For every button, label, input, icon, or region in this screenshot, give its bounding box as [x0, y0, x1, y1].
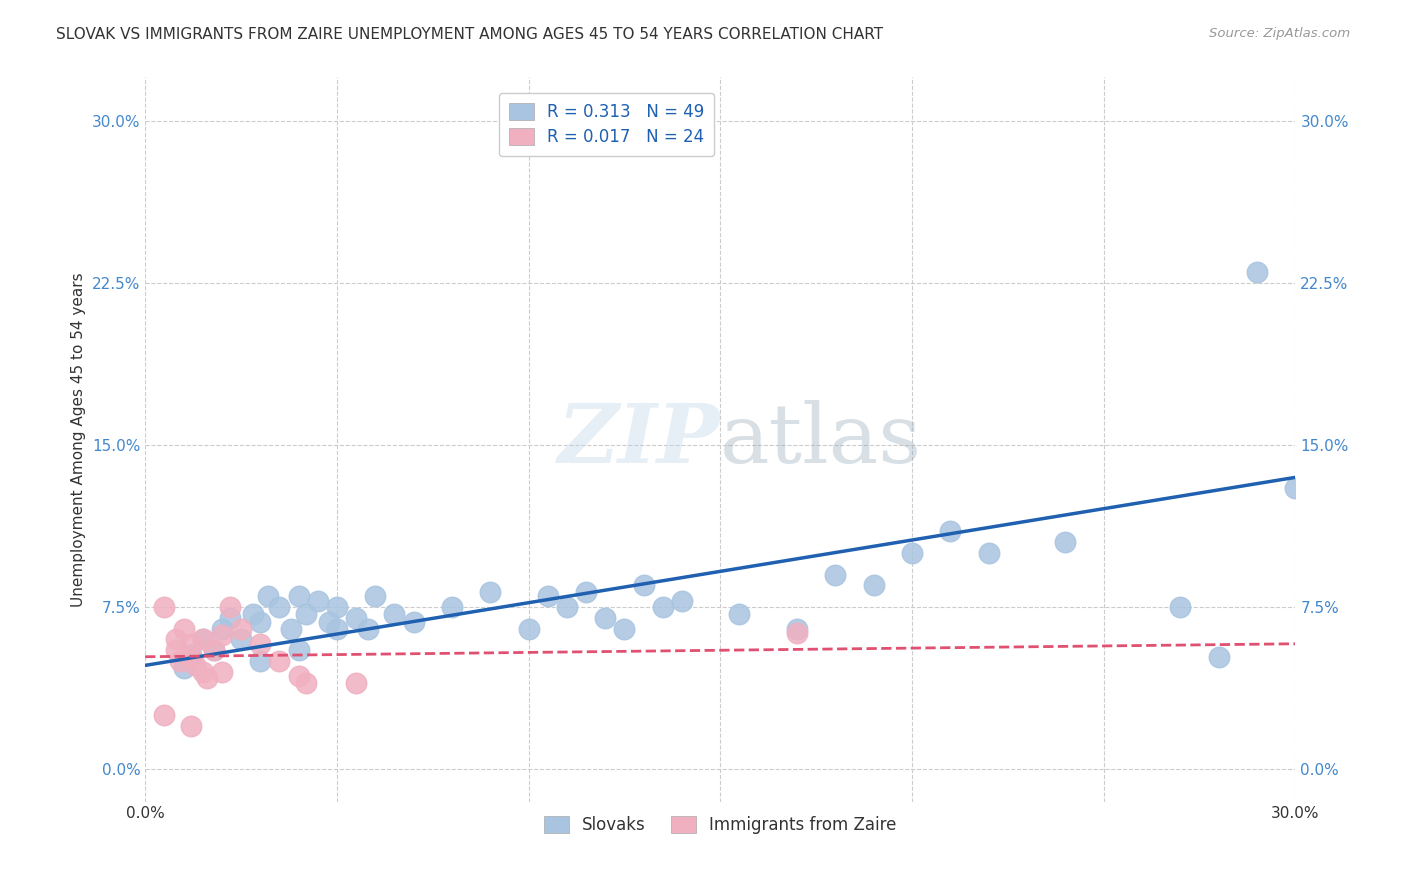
Point	[326, 622, 349, 636]
Point	[173, 622, 195, 636]
Point	[326, 600, 349, 615]
Point	[479, 585, 502, 599]
Point	[633, 578, 655, 592]
Point	[651, 600, 673, 615]
Point	[356, 622, 378, 636]
Point	[1246, 265, 1268, 279]
Point	[191, 632, 214, 647]
Point	[593, 611, 616, 625]
Point	[180, 649, 202, 664]
Point	[344, 675, 367, 690]
Point	[555, 600, 578, 615]
Point	[613, 622, 636, 636]
Point	[295, 607, 318, 621]
Point	[165, 643, 187, 657]
Point	[537, 589, 560, 603]
Point	[180, 719, 202, 733]
Point	[169, 654, 191, 668]
Point	[202, 643, 225, 657]
Point	[249, 637, 271, 651]
Point	[1284, 481, 1306, 495]
Point	[728, 607, 751, 621]
Point	[318, 615, 340, 629]
Point	[153, 708, 176, 723]
Point	[249, 654, 271, 668]
Point	[269, 600, 291, 615]
Point	[344, 611, 367, 625]
Point	[211, 622, 233, 636]
Text: atlas: atlas	[720, 400, 922, 480]
Point	[242, 607, 264, 621]
Point	[202, 643, 225, 657]
Point	[402, 615, 425, 629]
Point	[153, 600, 176, 615]
Point	[977, 546, 1000, 560]
Point	[218, 600, 240, 615]
Point	[191, 632, 214, 647]
Point	[862, 578, 884, 592]
Point	[165, 632, 187, 647]
Point	[295, 675, 318, 690]
Point	[280, 622, 302, 636]
Point	[229, 632, 252, 647]
Point	[249, 615, 271, 629]
Point	[307, 593, 329, 607]
Point	[384, 607, 406, 621]
Point	[229, 622, 252, 636]
Point	[257, 589, 280, 603]
Point	[939, 524, 962, 539]
Point	[287, 589, 309, 603]
Point	[575, 124, 598, 138]
Point	[180, 637, 202, 651]
Point	[1208, 649, 1230, 664]
Text: Source: ZipAtlas.com: Source: ZipAtlas.com	[1209, 27, 1350, 40]
Text: SLOVAK VS IMMIGRANTS FROM ZAIRE UNEMPLOYMENT AMONG AGES 45 TO 54 YEARS CORRELATI: SLOVAK VS IMMIGRANTS FROM ZAIRE UNEMPLOY…	[56, 27, 883, 42]
Point	[440, 600, 463, 615]
Point	[786, 622, 808, 636]
Point	[517, 622, 540, 636]
Point	[364, 589, 387, 603]
Point	[184, 658, 207, 673]
Point	[180, 648, 202, 662]
Point	[824, 567, 846, 582]
Point	[1170, 600, 1192, 615]
Point	[1054, 535, 1077, 549]
Point	[575, 585, 598, 599]
Point	[173, 660, 195, 674]
Point	[218, 611, 240, 625]
Point	[211, 665, 233, 679]
Point	[901, 546, 924, 560]
Point	[786, 626, 808, 640]
Legend: Slovaks, Immigrants from Zaire: Slovaks, Immigrants from Zaire	[534, 805, 907, 844]
Point	[195, 671, 218, 685]
Point	[287, 643, 309, 657]
Point	[211, 628, 233, 642]
Point	[287, 669, 309, 683]
Point	[269, 654, 291, 668]
Point	[671, 593, 693, 607]
Y-axis label: Unemployment Among Ages 45 to 54 years: Unemployment Among Ages 45 to 54 years	[72, 272, 86, 607]
Point	[191, 665, 214, 679]
Text: ZIP: ZIP	[558, 400, 720, 480]
